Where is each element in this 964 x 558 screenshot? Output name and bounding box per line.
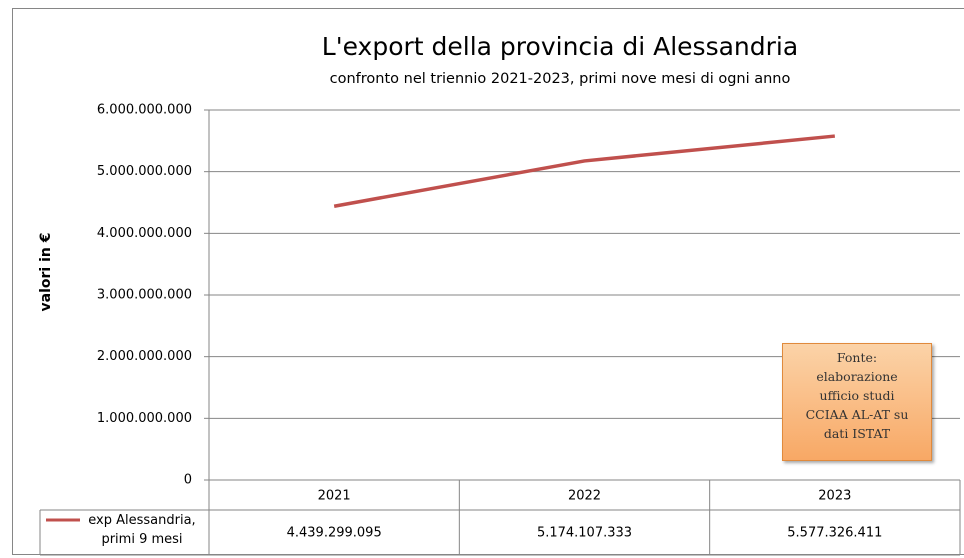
legend-label: exp Alessandria, primi 9 mesi <box>88 513 196 547</box>
y-tick-label: 3.000.000.000 <box>97 288 192 303</box>
series-line <box>333 134 836 208</box>
chart-subtitle: confronto nel triennio 2021-2023, primi … <box>330 71 791 87</box>
y-axis-label: valori in € <box>38 233 54 312</box>
y-tick-label: 4.000.000.000 <box>97 226 192 241</box>
y-tick-label: 1.000.000.000 <box>97 411 192 426</box>
data-table-value: 4.439.299.095 <box>287 526 382 541</box>
data-table-value: 5.577.326.411 <box>787 526 882 541</box>
chart-title: L'export della provincia di Alessandria <box>322 32 798 61</box>
y-tick-label: 6.000.000.000 <box>97 103 192 118</box>
y-tick-label: 5.000.000.000 <box>97 164 192 179</box>
y-tick-label: 0 <box>184 473 192 488</box>
chart-border <box>12 8 964 555</box>
x-tick-label: 2022 <box>568 489 601 504</box>
x-tick-label: 2021 <box>318 489 351 504</box>
data-table-value: 5.174.107.333 <box>537 526 632 541</box>
y-tick-label: 2.000.000.000 <box>97 349 192 364</box>
x-tick-label: 2023 <box>818 489 851 504</box>
annotation: Fonte: elaborazione ufficio studi CCIAA … <box>782 343 932 461</box>
